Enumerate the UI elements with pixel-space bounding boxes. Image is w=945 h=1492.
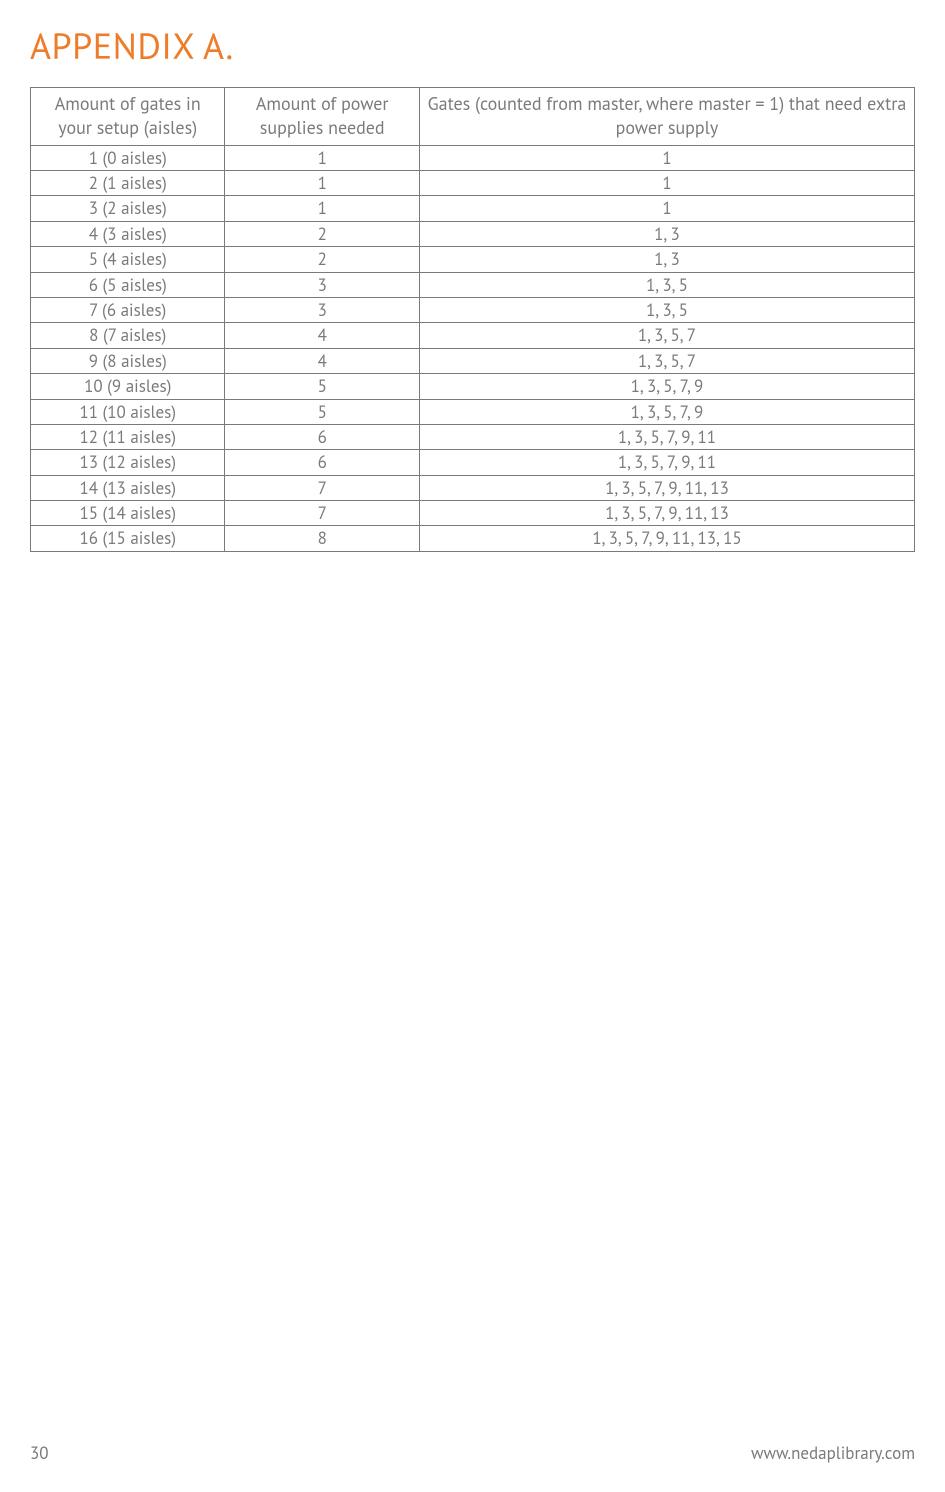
table-row: 1 (0 aisles)11 [31, 145, 915, 170]
table-cell: 1, 3, 5, 7 [419, 323, 914, 348]
table-row: 15 (14 aisles)71, 3, 5, 7, 9, 11, 13 [31, 501, 915, 526]
table-row: 2 (1 aisles)11 [31, 170, 915, 195]
table-cell: 1, 3, 5, 7, 9, 11 [419, 424, 914, 449]
table-cell: 8 [225, 526, 419, 551]
table-cell: 1 [419, 145, 914, 170]
table-row: 9 (8 aisles)41, 3, 5, 7 [31, 348, 915, 373]
table-cell: 1, 3, 5, 7, 9, 11, 13 [419, 501, 914, 526]
table-row: 14 (13 aisles)71, 3, 5, 7, 9, 11, 13 [31, 475, 915, 500]
col-header-power: Amount of power supplies needed [225, 88, 419, 146]
table-row: 16 (15 aisles)81, 3, 5, 7, 9, 11, 13, 15 [31, 526, 915, 551]
table-cell: 1, 3, 5 [419, 297, 914, 322]
table-cell: 1 [419, 170, 914, 195]
table-cell: 12 (11 aisles) [31, 424, 225, 449]
table-cell: 6 [225, 450, 419, 475]
table-cell: 10 (9 aisles) [31, 374, 225, 399]
table-cell: 1 [419, 196, 914, 221]
table-cell: 3 [225, 297, 419, 322]
page-title: APPENDIX A. [30, 22, 915, 69]
table-body: 1 (0 aisles)112 (1 aisles)113 (2 aisles)… [31, 145, 915, 551]
table-cell: 15 (14 aisles) [31, 501, 225, 526]
table-cell: 13 (12 aisles) [31, 450, 225, 475]
table-cell: 2 [225, 247, 419, 272]
table-cell: 4 (3 aisles) [31, 221, 225, 246]
table-cell: 3 (2 aisles) [31, 196, 225, 221]
table-row: 12 (11 aisles)61, 3, 5, 7, 9, 11 [31, 424, 915, 449]
table-cell: 1 [225, 170, 419, 195]
table-cell: 8 (7 aisles) [31, 323, 225, 348]
table-cell: 1, 3, 5, 7, 9, 11 [419, 450, 914, 475]
table-row: 7 (6 aisles)31, 3, 5 [31, 297, 915, 322]
table-cell: 1, 3, 5, 7, 9 [419, 374, 914, 399]
table-cell: 1, 3, 5, 7 [419, 348, 914, 373]
table-row: 3 (2 aisles)11 [31, 196, 915, 221]
table-cell: 5 [225, 374, 419, 399]
table-cell: 2 [225, 221, 419, 246]
gates-table: Amount of gates in your setup (aisles) A… [30, 87, 915, 552]
table-cell: 1 [225, 145, 419, 170]
table-row: 13 (12 aisles)61, 3, 5, 7, 9, 11 [31, 450, 915, 475]
page-number: 30 [30, 1442, 49, 1464]
table-cell: 6 (5 aisles) [31, 272, 225, 297]
table-cell: 7 (6 aisles) [31, 297, 225, 322]
table-cell: 11 (10 aisles) [31, 399, 225, 424]
table-header-row: Amount of gates in your setup (aisles) A… [31, 88, 915, 146]
table-row: 10 (9 aisles)51, 3, 5, 7, 9 [31, 374, 915, 399]
page-footer: 30 www.nedaplibrary.com [30, 1442, 915, 1464]
footer-url: www.nedaplibrary.com [751, 1442, 915, 1464]
table-cell: 1, 3, 5, 7, 9, 11, 13 [419, 475, 914, 500]
table-cell: 2 (1 aisles) [31, 170, 225, 195]
table-cell: 3 [225, 272, 419, 297]
table-row: 5 (4 aisles)21, 3 [31, 247, 915, 272]
col-header-extra: Gates (counted from master, where master… [419, 88, 914, 146]
table-cell: 9 (8 aisles) [31, 348, 225, 373]
table-row: 4 (3 aisles)21, 3 [31, 221, 915, 246]
table-row: 11 (10 aisles)51, 3, 5, 7, 9 [31, 399, 915, 424]
table-cell: 5 (4 aisles) [31, 247, 225, 272]
col-header-gates: Amount of gates in your setup (aisles) [31, 88, 225, 146]
table-cell: 4 [225, 323, 419, 348]
table-cell: 1 (0 aisles) [31, 145, 225, 170]
table-cell: 1, 3 [419, 221, 914, 246]
table-row: 6 (5 aisles)31, 3, 5 [31, 272, 915, 297]
table-row: 8 (7 aisles)41, 3, 5, 7 [31, 323, 915, 348]
table-cell: 6 [225, 424, 419, 449]
table-cell: 16 (15 aisles) [31, 526, 225, 551]
table-cell: 1, 3, 5 [419, 272, 914, 297]
table-cell: 1, 3, 5, 7, 9 [419, 399, 914, 424]
table-cell: 4 [225, 348, 419, 373]
table-cell: 7 [225, 475, 419, 500]
table-cell: 1, 3, 5, 7, 9, 11, 13, 15 [419, 526, 914, 551]
table-cell: 1 [225, 196, 419, 221]
table-cell: 7 [225, 501, 419, 526]
table-cell: 5 [225, 399, 419, 424]
table-cell: 1, 3 [419, 247, 914, 272]
table-cell: 14 (13 aisles) [31, 475, 225, 500]
